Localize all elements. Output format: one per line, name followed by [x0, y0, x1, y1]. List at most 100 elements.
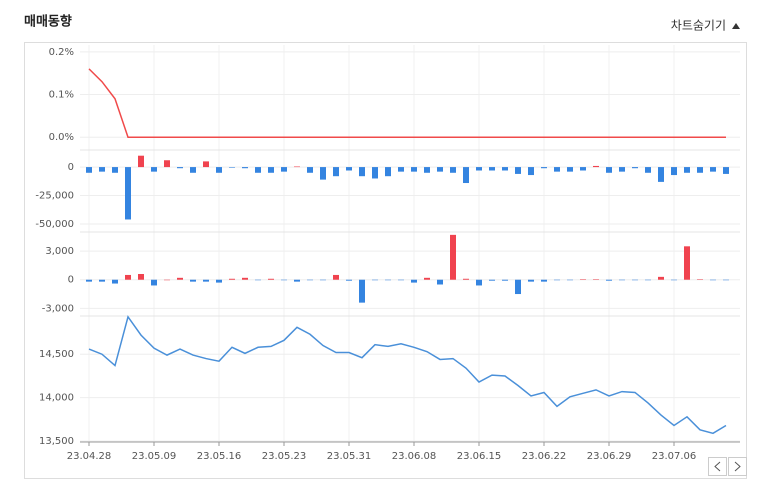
bar [346, 167, 352, 171]
section-title: 매매동향 [24, 14, 72, 30]
x-tick-label: 23.06.22 [522, 451, 567, 462]
bar [697, 279, 703, 280]
bar [593, 279, 599, 280]
bar [619, 279, 625, 281]
toggle-chart[interactable]: 차트숨기기 [671, 19, 726, 33]
bar [645, 279, 651, 281]
bar [164, 279, 170, 281]
bar [541, 279, 547, 282]
bar [307, 167, 313, 173]
bar [671, 279, 677, 281]
bar [138, 274, 144, 280]
bar [216, 279, 222, 283]
bar [112, 279, 118, 284]
bar [125, 274, 131, 280]
bar [515, 167, 521, 174]
bar [489, 279, 495, 281]
bar [281, 279, 287, 281]
x-tick-label: 23.04.28 [67, 451, 112, 462]
bar [645, 167, 651, 173]
y-tick-label: 0 [68, 162, 74, 173]
bar [684, 167, 690, 173]
bar [411, 167, 417, 172]
bar [476, 167, 482, 171]
bar [359, 167, 365, 177]
y-tick-label: 0.2% [49, 47, 74, 58]
bar [242, 167, 248, 169]
bar [463, 167, 469, 184]
x-tick-label: 23.05.16 [197, 451, 242, 462]
x-tick-label: 23.05.31 [327, 451, 372, 462]
bar [502, 167, 508, 171]
bar [177, 167, 183, 169]
bar [385, 279, 391, 281]
y-tick-label: 14,500 [39, 349, 74, 360]
bar [268, 167, 274, 173]
bar [216, 167, 222, 173]
prev-button[interactable] [708, 457, 727, 476]
bar [710, 279, 716, 281]
bar [268, 278, 274, 280]
next-button[interactable] [728, 457, 747, 476]
bar [502, 279, 508, 281]
y-tick-label: 0.0% [49, 132, 74, 143]
y-tick-label: -50,000 [35, 219, 74, 230]
y-tick-label: 14,000 [39, 393, 74, 404]
bar [567, 279, 573, 281]
x-tick-label: 23.06.29 [587, 451, 632, 462]
line [88, 315, 727, 435]
bar [307, 279, 313, 281]
y-tick-label: 0.1% [49, 90, 74, 101]
bar [658, 167, 664, 182]
bar [385, 167, 391, 177]
bar [190, 279, 196, 282]
bar [398, 167, 404, 172]
bar [567, 167, 573, 172]
bar [86, 279, 92, 282]
bar [528, 279, 534, 282]
bar [658, 276, 664, 280]
bar [463, 278, 469, 280]
prev-icon[interactable] [714, 461, 721, 472]
x-tick-label: 23.05.09 [132, 451, 177, 462]
bar [346, 279, 352, 281]
bar [359, 279, 365, 303]
bar [203, 279, 209, 282]
bar [619, 167, 625, 172]
bar [372, 279, 378, 281]
bar [242, 277, 248, 280]
next-icon[interactable] [734, 461, 741, 472]
bar [606, 279, 612, 281]
bar [697, 167, 703, 173]
bar [528, 167, 534, 176]
bar [229, 167, 235, 168]
bar [476, 279, 482, 286]
chart-frame [24, 42, 747, 479]
x-tick-label: 23.05.23 [262, 451, 307, 462]
bar [580, 167, 586, 171]
bar [554, 167, 560, 172]
x-tick-label: 23.06.15 [457, 451, 502, 462]
y-tick-label: -3,000 [42, 303, 74, 314]
bar [515, 279, 521, 295]
bar [437, 279, 443, 285]
bar [320, 279, 326, 281]
bar [333, 274, 339, 280]
bar [723, 167, 729, 174]
bar [632, 167, 638, 169]
bar [541, 167, 547, 169]
bar [450, 167, 456, 173]
bar [255, 279, 261, 281]
toggle-icon[interactable] [732, 23, 740, 29]
bar [112, 167, 118, 173]
bar [151, 167, 157, 172]
bar [203, 161, 209, 168]
bar [177, 277, 183, 280]
y-tick-label: -25,000 [35, 191, 74, 202]
bar [489, 167, 495, 171]
bar [372, 167, 378, 179]
bar [632, 279, 638, 281]
line [88, 68, 726, 138]
